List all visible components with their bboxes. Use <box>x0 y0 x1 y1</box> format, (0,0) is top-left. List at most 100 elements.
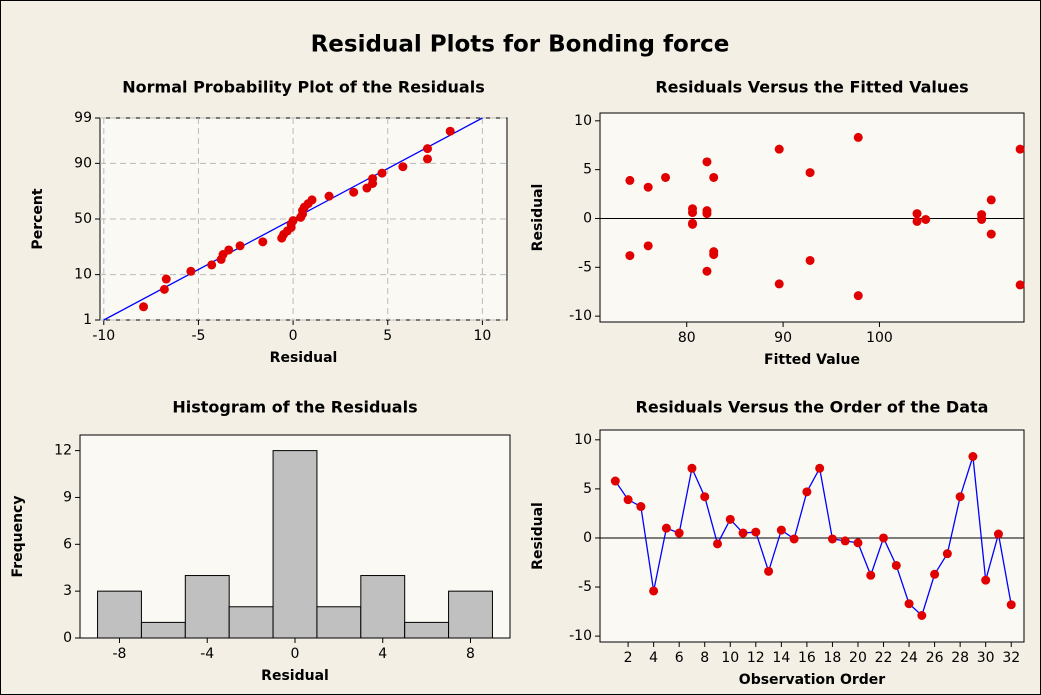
point <box>726 515 735 524</box>
point <box>994 530 1003 539</box>
histogram-bar <box>273 451 317 638</box>
point <box>625 251 634 260</box>
x-tick-label: 10 <box>473 328 491 344</box>
y-tick-label: 10 <box>74 267 92 283</box>
point <box>224 245 233 254</box>
x-tick-label: 18 <box>824 650 842 666</box>
y-tick-label: -5 <box>578 579 592 595</box>
point <box>777 526 786 535</box>
x-tick-label: 8 <box>700 650 709 666</box>
x-tick-label: 16 <box>798 650 816 666</box>
x-tick-label: 12 <box>747 650 765 666</box>
x-tick-label: 30 <box>977 650 995 666</box>
x-tick-label: 4 <box>378 646 387 662</box>
point <box>700 492 709 501</box>
point <box>892 561 901 570</box>
y-axis-title: Frequency <box>10 496 26 578</box>
x-tick-label: 2 <box>624 650 633 666</box>
point <box>968 452 977 461</box>
y-tick-label: 0 <box>583 530 592 546</box>
point <box>866 571 875 580</box>
y-tick-label: -10 <box>569 308 592 324</box>
x-tick-label: 10 <box>721 650 739 666</box>
y-tick-label: 5 <box>583 481 592 497</box>
x-axis-title: Residual <box>270 350 338 366</box>
point <box>815 464 824 473</box>
point <box>688 219 697 228</box>
y-tick-label: 1 <box>83 312 92 328</box>
point <box>709 173 718 182</box>
point <box>378 169 387 178</box>
x-tick-label: 4 <box>649 650 658 666</box>
point <box>649 586 658 595</box>
point <box>644 241 653 250</box>
histogram-bar <box>185 576 229 638</box>
x-tick-label: 22 <box>875 650 893 666</box>
point <box>981 576 990 585</box>
y-tick-label: -5 <box>578 259 592 275</box>
point <box>1007 600 1016 609</box>
point <box>636 502 645 511</box>
y-tick-label: 6 <box>63 536 72 552</box>
x-tick-label: 32 <box>1002 650 1020 666</box>
panel-title: Histogram of the Residuals <box>172 398 417 417</box>
point <box>956 492 965 501</box>
point <box>423 144 432 153</box>
point <box>702 206 711 215</box>
y-tick-label: 3 <box>63 583 72 599</box>
point <box>625 176 634 185</box>
histogram-bar <box>405 622 449 638</box>
figure: Residual Plots for Bonding force Normal … <box>0 0 1041 695</box>
x-tick-label: 26 <box>926 650 944 666</box>
point <box>917 611 926 620</box>
x-tick-label: 14 <box>772 650 790 666</box>
point <box>977 210 986 219</box>
y-axis-title: Residual <box>530 502 546 570</box>
histogram-bar <box>449 591 493 638</box>
x-tick-label: 20 <box>849 650 867 666</box>
point <box>853 538 862 547</box>
point <box>702 157 711 166</box>
point <box>854 133 863 142</box>
point <box>775 279 784 288</box>
point <box>349 188 358 197</box>
point <box>905 599 914 608</box>
point <box>644 183 653 192</box>
point <box>688 208 697 217</box>
y-tick-label: 10 <box>574 113 592 129</box>
point <box>186 267 195 276</box>
point <box>258 237 267 246</box>
histogram-bar <box>361 576 405 638</box>
point <box>987 230 996 239</box>
point <box>713 539 722 548</box>
y-tick-label: -10 <box>569 628 592 644</box>
plot-area <box>600 430 1024 642</box>
point <box>802 487 811 496</box>
x-tick-label: 28 <box>951 650 969 666</box>
x-tick-label: -8 <box>113 646 127 662</box>
point <box>398 162 407 171</box>
plot-area <box>600 113 1024 322</box>
y-axis-title: Residual <box>530 184 546 252</box>
y-tick-label: 5 <box>583 162 592 178</box>
point <box>709 250 718 259</box>
point <box>139 302 148 311</box>
point <box>775 145 784 154</box>
x-tick-label: 6 <box>675 650 684 666</box>
histogram-bar <box>317 607 361 638</box>
y-tick-label: 99 <box>74 110 92 126</box>
page: {"title": "Residual Plots for Bonding fo… <box>0 0 1041 695</box>
point <box>790 534 799 543</box>
point <box>702 267 711 276</box>
x-tick-label: -5 <box>191 328 205 344</box>
point <box>764 567 773 576</box>
point <box>751 528 760 537</box>
point <box>879 533 888 542</box>
point <box>806 168 815 177</box>
point <box>160 285 169 294</box>
y-tick-label: 0 <box>63 630 72 646</box>
point <box>806 256 815 265</box>
point <box>930 570 939 579</box>
histogram-bar <box>141 622 185 638</box>
point <box>236 241 245 250</box>
